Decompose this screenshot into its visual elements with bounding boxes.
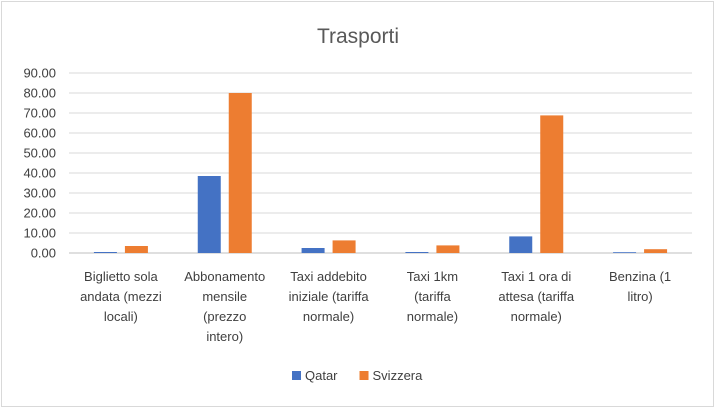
bar-svizzera-4 (540, 115, 564, 254)
gridlines (69, 72, 692, 254)
x-category-label: Abbonamento mensile (prezzo intero) (184, 269, 265, 344)
legend-label-qatar: Qatar (305, 368, 338, 383)
bar-qatar-3 (405, 252, 429, 253)
y-tick-label: 0.00 (31, 246, 56, 261)
bar-svizzera-1 (228, 93, 252, 253)
legend-label-svizzera: Svizzera (373, 368, 424, 383)
y-tick-label: 50.00 (23, 146, 56, 161)
legend-swatch-qatar (292, 371, 301, 380)
legend-swatch-svizzera (359, 371, 369, 380)
x-category-label: Taxi 1km (tariffa normale) (407, 269, 458, 324)
y-tick-label: 90.00 (23, 66, 56, 81)
bar-svizzera-0 (124, 246, 148, 253)
bars (93, 93, 668, 254)
bar-svizzera-5 (644, 249, 668, 253)
x-category-label: Taxi 1 ora di attesa (tariffa normale) (498, 269, 574, 324)
x-category-label: Taxi addebito iniziale (tariffa normale) (289, 269, 370, 324)
y-tick-label: 30.00 (23, 186, 56, 201)
y-tick-label: 60.00 (23, 126, 56, 141)
bar-qatar-5 (613, 252, 637, 253)
y-tick-label: 80.00 (23, 86, 56, 101)
y-tick-label: 10.00 (23, 226, 56, 241)
bar-qatar-4 (509, 236, 533, 253)
bar-qatar-1 (197, 176, 221, 253)
y-tick-label: 40.00 (23, 166, 56, 181)
bar-svizzera-3 (436, 245, 460, 253)
bar-qatar-0 (93, 252, 117, 253)
bar-qatar-2 (301, 248, 325, 253)
x-axis-labels: Biglietto sola andata (mezzi locali) Abbona… (80, 269, 671, 344)
y-tick-label: 70.00 (23, 106, 56, 121)
y-axis-ticks: 0.00 10.00 20.00 30.00 40.00 50.00 60.00 70.00 8… (23, 66, 56, 261)
x-category-label: Biglietto sola andata (mezzi locali) (80, 269, 162, 324)
bar-svizzera-2 (332, 240, 356, 253)
legend: Qatar Svizzera (292, 368, 423, 383)
x-category-label: Benzina (1 litro) (609, 269, 671, 304)
chart-title: Trasporti (317, 25, 399, 48)
y-tick-label: 20.00 (23, 206, 56, 221)
